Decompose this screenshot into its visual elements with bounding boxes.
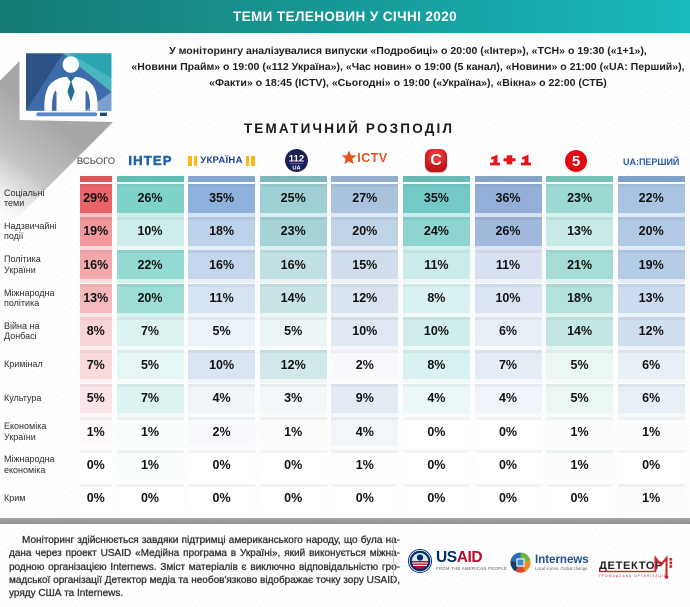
svg-text:ДЕТЕКТОР: ДЕТЕКТОР [599,560,663,572]
svg-text:ГРОМАДСЬКА ОРГАНІЗАЦІЯ: ГРОМАДСЬКА ОРГАНІЗАЦІЯ [599,574,667,578]
svg-text:UA: UA [292,165,300,171]
svg-text:112: 112 [289,154,305,165]
